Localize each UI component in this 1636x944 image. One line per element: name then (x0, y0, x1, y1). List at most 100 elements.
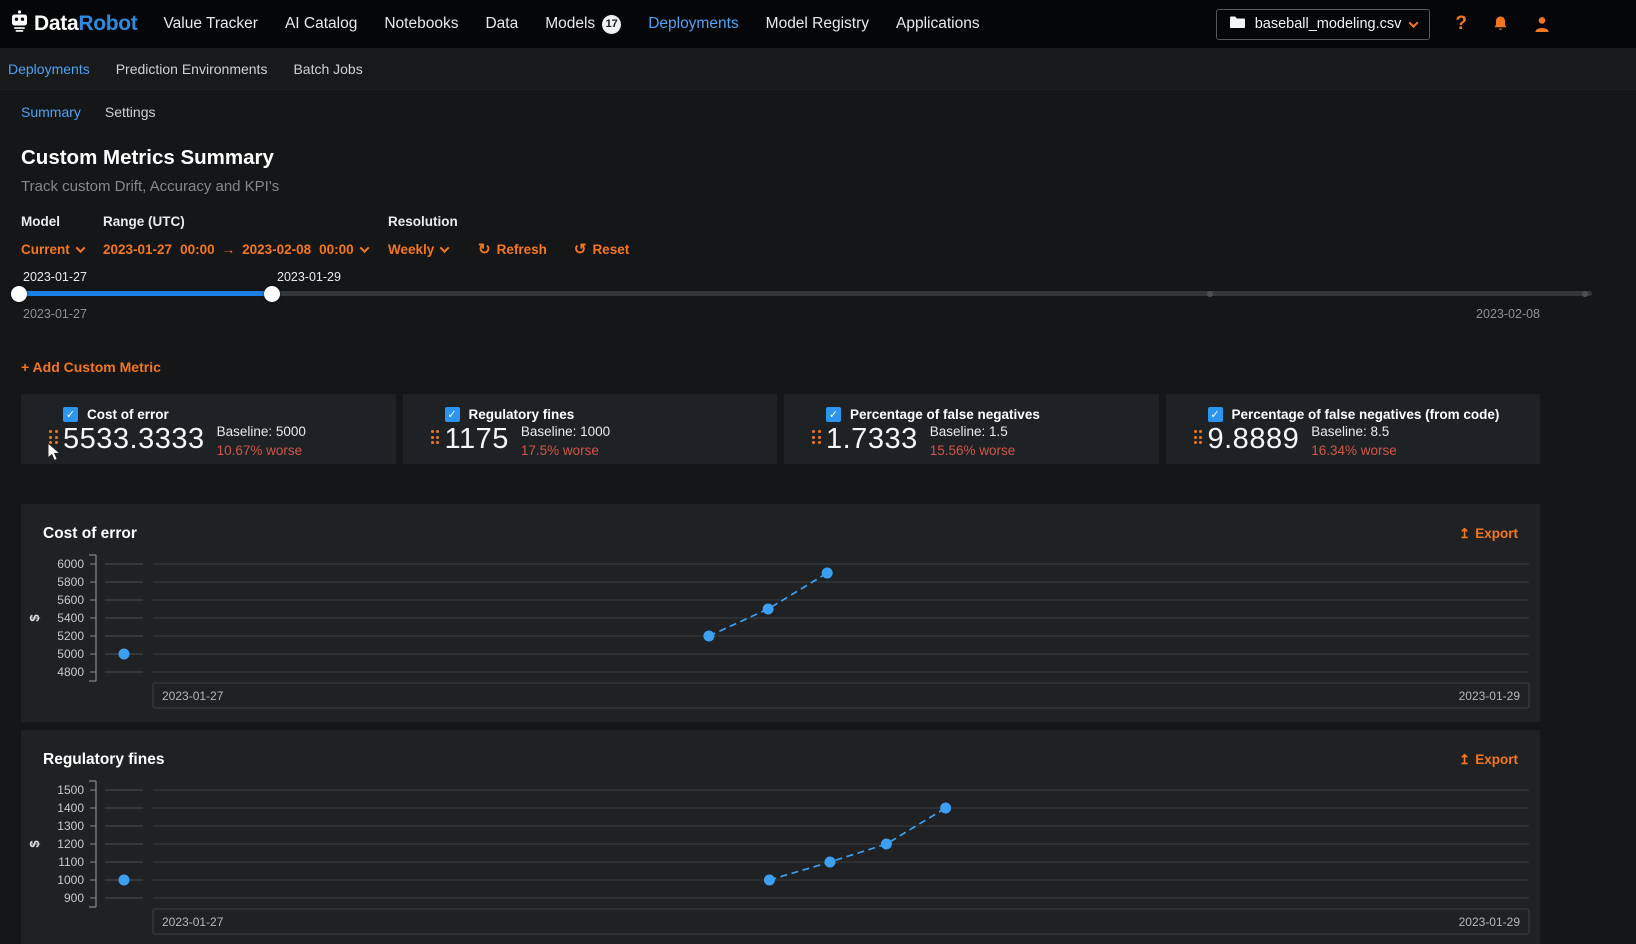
slider-selected-range (19, 291, 272, 296)
chart-panel-cost-of-error: Cost of error ↥Export 600058005600540052… (21, 504, 1540, 722)
export-button[interactable]: ↥Export (1459, 526, 1518, 542)
topbar-right-cluster: baseball_modeling.csv ? (1216, 0, 1550, 48)
refresh-button[interactable]: ↻Refresh (478, 240, 547, 258)
metric-baseline: Baseline: 1.5 (930, 424, 1016, 439)
svg-text:5400: 5400 (57, 611, 84, 625)
subnav-item-prediction-environments[interactable]: Prediction Environments (116, 61, 268, 77)
drag-handle-icon[interactable] (431, 430, 440, 444)
metric-card-cost-of-error: ✓ Cost of error 5533.3333 Baseline: 5000… (21, 394, 396, 464)
tab-settings[interactable]: Settings (105, 104, 156, 120)
nav-item-notebooks[interactable]: Notebooks (384, 15, 458, 33)
metric-value: 9.8889 (1208, 424, 1300, 454)
slider-handle-start[interactable] (11, 286, 27, 302)
metric-checkbox[interactable]: ✓ (63, 407, 78, 422)
export-icon: ↥ (1459, 752, 1470, 768)
brand-wordmark: DataRobot (34, 12, 137, 36)
robot-head-icon (10, 10, 29, 38)
help-icon[interactable]: ? (1455, 13, 1467, 35)
page-title: Custom Metrics Summary (21, 146, 1561, 170)
notifications-bell-icon[interactable] (1492, 15, 1509, 33)
page-subtitle: Track custom Drift, Accuracy and KPI's (21, 178, 1561, 195)
chevron-down-icon (440, 243, 450, 253)
metric-checkbox[interactable]: ✓ (445, 407, 460, 422)
nav-item-value-tracker[interactable]: Value Tracker (163, 15, 257, 33)
nav-item-data[interactable]: Data (485, 15, 518, 33)
model-label: Model (21, 214, 103, 229)
svg-text:1100: 1100 (58, 855, 84, 869)
drag-handle-icon[interactable] (812, 430, 821, 444)
controls-value-row: Current 2023-01-27 00:00 → 2023-02-08 00… (21, 240, 1561, 258)
svg-text:1200: 1200 (57, 837, 84, 851)
svg-text:1400: 1400 (57, 801, 84, 815)
metric-value: 1.7333 (826, 424, 918, 454)
export-button[interactable]: ↥Export (1459, 752, 1518, 768)
metric-value: 1175 (445, 424, 509, 454)
add-custom-metric-button[interactable]: + Add Custom Metric (21, 359, 161, 375)
metric-card-pct-false-negatives-from-code: ✓ Percentage of false negatives (from co… (1166, 394, 1541, 464)
svg-text:2023-01-29: 2023-01-29 (1459, 915, 1521, 929)
chevron-down-icon (359, 243, 369, 253)
metric-checkbox[interactable]: ✓ (1208, 407, 1223, 422)
nav-item-models[interactable]: Models17 (545, 15, 621, 34)
resolution-dropdown[interactable]: Weekly (388, 242, 478, 257)
metric-checkbox[interactable]: ✓ (826, 407, 841, 422)
metric-card-pct-false-negatives: ✓ Percentage of false negatives 1.7333 B… (784, 394, 1159, 464)
svg-text:900: 900 (64, 891, 84, 905)
svg-text:$: $ (27, 614, 42, 622)
nav-item-deployments[interactable]: Deployments (648, 15, 738, 33)
range-end-date: 2023-02-08 (242, 242, 311, 257)
range-start-date: 2023-01-27 (103, 242, 172, 257)
subnav-item-batch-jobs[interactable]: Batch Jobs (293, 61, 362, 77)
slider-step-dot (1207, 291, 1213, 297)
mouse-cursor (47, 442, 63, 469)
regulatory-fines-chart[interactable]: 150014001300120011001000900$2023-01-2720… (21, 774, 1540, 944)
metric-delta: 17.5% worse (521, 443, 610, 458)
nav-item-ai-catalog[interactable]: AI Catalog (285, 15, 357, 33)
reset-button[interactable]: ↺Reset (574, 240, 629, 258)
range-end-time: 00:00 (319, 242, 354, 257)
controls-label-row: Model Range (UTC) Resolution (21, 214, 1561, 229)
svg-text:1500: 1500 (57, 783, 84, 797)
chart-title: Regulatory fines (43, 751, 164, 769)
metric-baseline: Baseline: 5000 (217, 424, 306, 439)
model-dropdown[interactable]: Current (21, 242, 103, 257)
project-selector[interactable]: baseball_modeling.csv (1216, 9, 1431, 40)
project-name: baseball_modeling.csv (1255, 16, 1402, 32)
summary-settings-tabs: Summary Settings (21, 104, 1561, 120)
svg-text:1000: 1000 (57, 873, 84, 887)
slider-max-label: 2023-02-08 (1476, 307, 1540, 321)
metric-card-title: Regulatory fines (469, 407, 575, 422)
metric-baseline: Baseline: 8.5 (1311, 424, 1397, 439)
range-label: Range (UTC) (103, 214, 388, 229)
chevron-down-icon (75, 243, 85, 253)
date-range-slider: 2023-01-27 2023-01-29 2023-01-27 2023-02… (12, 270, 1592, 328)
tab-summary[interactable]: Summary (21, 104, 81, 120)
chart-panel-regulatory-fines: Regulatory fines ↥Export 150014001300120… (21, 730, 1540, 944)
models-count-badge: 17 (602, 15, 621, 34)
svg-text:5600: 5600 (57, 593, 84, 607)
user-profile-icon[interactable] (1534, 16, 1550, 33)
range-arrow-icon: → (222, 242, 236, 257)
datarobot-logo[interactable]: DataRobot (10, 10, 137, 38)
range-dropdown[interactable]: 2023-01-27 00:00 → 2023-02-08 00:00 (103, 242, 388, 257)
metric-card-title: Percentage of false negatives (850, 407, 1040, 422)
subnav-item-deployments[interactable]: Deployments (8, 61, 90, 77)
slider-handle-end[interactable] (264, 286, 280, 302)
nav-item-applications[interactable]: Applications (896, 15, 980, 33)
slider-end-value: 2023-01-29 (277, 270, 341, 284)
svg-text:5800: 5800 (57, 575, 84, 589)
metric-delta: 16.34% worse (1311, 443, 1397, 458)
drag-handle-icon[interactable] (1194, 430, 1203, 444)
folder-icon (1229, 15, 1246, 33)
refresh-icon: ↻ (478, 240, 491, 258)
nav-item-model-registry[interactable]: Model Registry (766, 15, 869, 33)
svg-text:5000: 5000 (57, 647, 84, 661)
metric-value: 5533.3333 (63, 424, 205, 454)
svg-text:2023-01-29: 2023-01-29 (1459, 689, 1521, 703)
top-navigation: Value Tracker AI Catalog Notebooks Data … (163, 15, 979, 34)
cost-of-error-chart[interactable]: 6000580056005400520050004800$2023-01-272… (21, 548, 1540, 720)
drag-handle-icon[interactable] (49, 430, 58, 444)
resolution-label: Resolution (388, 214, 478, 229)
slider-end-dot (1582, 291, 1588, 297)
metric-baseline: Baseline: 1000 (521, 424, 610, 439)
